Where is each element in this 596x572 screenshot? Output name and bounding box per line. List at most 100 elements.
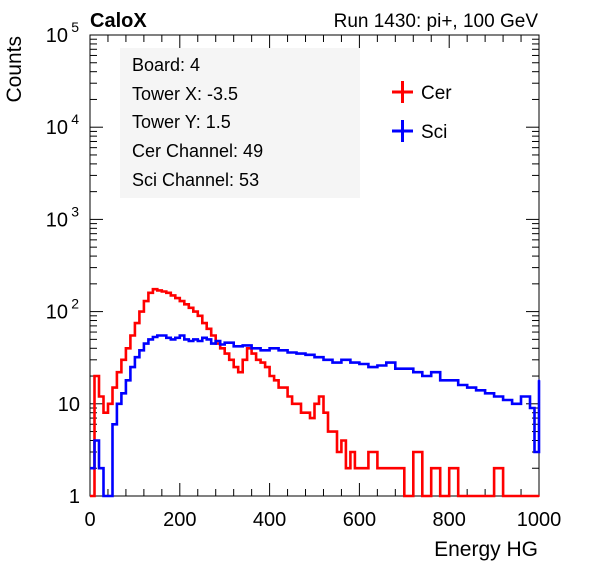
x-tick-label-5: 1000 [517,509,562,531]
data-point-cer [226,352,228,355]
data-point-sci [309,353,311,356]
legend-marker-sci [392,120,413,142]
data-point-sci [398,367,401,370]
data-point-sci [273,347,275,350]
data-point-cer [140,310,143,313]
series-sci [90,334,541,498]
data-point-sci [118,402,121,405]
data-point-sci [497,395,500,398]
data-point-sci [407,367,410,370]
data-point-cer [497,467,500,470]
data-point-cer [416,451,419,453]
data-point-sci [535,451,538,453]
data-point-cer [136,322,139,324]
data-point-cer [288,395,291,398]
data-point-cer [311,417,314,419]
data-point-cer [253,352,255,355]
data-point-cer [306,411,309,414]
y-tick-label-0: 1 [69,486,80,508]
data-point-cer [109,402,112,405]
data-point-cer [122,358,125,361]
data-point-cer [230,358,233,361]
data-point-cer [324,411,327,414]
data-point-sci [145,342,148,345]
chart-left-title: CaloX [90,10,147,32]
data-point-cer [524,495,527,497]
data-point-sci [217,340,219,342]
x-tick-label-0: 0 [84,509,95,531]
data-point-sci [172,338,175,341]
data-point-cer [217,342,219,345]
data-point-cer [284,386,287,389]
data-point-sci [264,349,266,352]
data-point-sci [282,349,284,352]
data-point-cer [239,371,242,374]
data-point-cer [351,451,354,453]
data-point-cer [262,361,264,364]
data-point-sci [381,364,383,367]
data-point-cer [145,300,148,302]
data-point-cer [257,358,260,361]
data-point-sci [104,495,107,497]
data-point-sci [416,371,419,374]
data-point-cer [515,495,518,497]
data-point-sci [363,363,365,365]
x-tick-label-1: 200 [163,509,196,531]
data-point-cer [356,467,359,470]
data-point-cer [320,395,323,398]
data-point-sci [515,402,518,405]
data-point-cer [172,294,175,297]
data-point-cer [302,411,305,414]
plot-frame [89,34,540,497]
data-point-cer [176,297,179,299]
data-point-sci [203,336,206,339]
data-point-cer [199,314,201,317]
series-cer [90,287,540,498]
data-point-sci [538,379,540,382]
data-point-cer [470,495,473,497]
data-point-cer [194,310,197,313]
data-point-cer [203,322,206,324]
data-point-cer [425,495,428,497]
data-point-cer [100,395,103,398]
data-point-sci [345,358,347,361]
data-point-sci [479,389,482,392]
data-point-sci [136,356,139,359]
data-point-cer [270,375,273,377]
y-tick-label-1: 10 [58,394,80,416]
data-point-sci [524,395,527,398]
data-point-sci [237,345,240,348]
data-point-sci [389,361,392,364]
data-point-cer [389,467,392,470]
data-point-sci [190,340,192,342]
data-point-cer [461,495,464,497]
data-point-sci [443,379,446,382]
y-tick-label-2: 10 [46,302,68,324]
y-tick-exponent-4: 4 [71,111,79,127]
data-point-sci [163,334,166,337]
data-point-cer [506,495,509,497]
y-tick-exponent-3: 3 [71,203,79,219]
info-cer-channel: Cer Channel: 49 [132,141,263,161]
data-point-cer [127,347,130,350]
info-tower-y: Tower Y: 1.5 [132,112,231,132]
data-point-cer [118,371,121,374]
data-point-sci [208,338,210,341]
data-point-sci [470,386,473,389]
data-point-cer [488,495,491,497]
info-tower-x: Tower X: -3.5 [132,84,238,104]
data-point-cer [347,467,350,470]
data-point-cer [293,402,296,405]
data-point-sci [167,336,170,339]
data-point-cer [208,327,210,330]
data-point-sci [228,341,231,344]
data-point-sci [127,379,130,382]
x-tick-label-3: 600 [343,509,376,531]
data-point-cer [190,306,192,309]
data-point-sci [506,399,509,401]
data-point-sci [91,467,94,470]
data-point-sci [109,495,112,497]
x-axis: 0 200 400 600 800 1000 [84,35,561,531]
data-point-cer [113,386,116,389]
